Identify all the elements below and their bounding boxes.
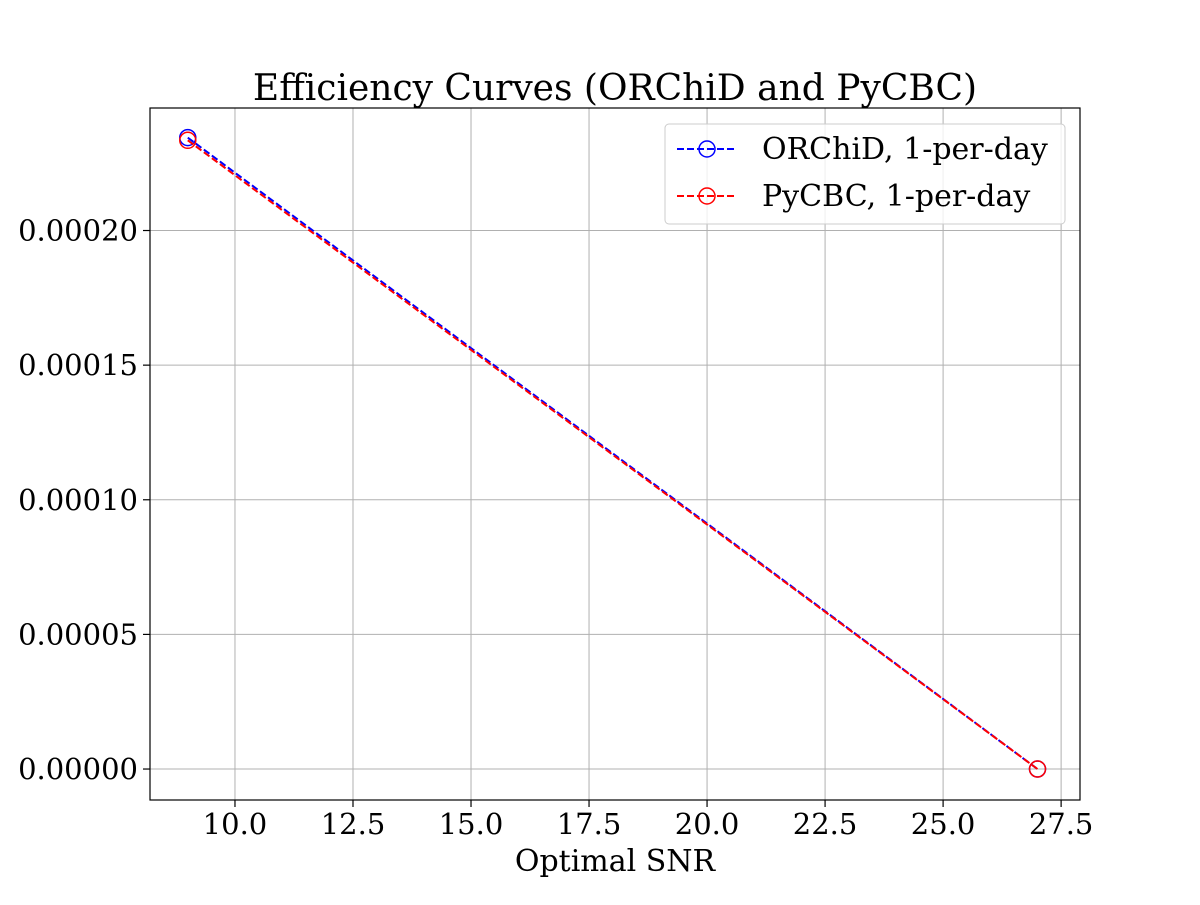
y-tick-label: 0.00020: [18, 214, 138, 248]
legend-item: ORChiD, 1-per-day: [677, 132, 1048, 167]
series-1: [179, 131, 1047, 778]
legend-label: PyCBC, 1-per-day: [762, 179, 1030, 214]
y-tick-label: 0.00010: [18, 483, 138, 517]
x-tick-label: 10.0: [203, 807, 268, 841]
x-tick-label: 25.0: [911, 807, 976, 841]
x-tick-label: 12.5: [321, 807, 386, 841]
series-line: [187, 139, 1039, 770]
y-tick-label: 0.00000: [18, 752, 138, 786]
axis-ticks: 10.0 12.5 15.0 17.5 20.0 22.5 25.0 27.5 0.00000 0…: [18, 214, 1093, 841]
y-tick-label: 0.00015: [18, 348, 138, 382]
legend-box: [664, 123, 1066, 225]
data-point: [179, 131, 197, 150]
chart-title: Efficiency Curves (ORChiD and PyCBC): [253, 68, 977, 109]
y-tick-label: 0.00005: [18, 617, 138, 651]
x-axis-label: Optimal SNR: [515, 844, 717, 879]
x-tick-label: 15.0: [439, 807, 504, 841]
legend-items: ORChiD, 1-per-day PyCBC, 1-per-day: [677, 132, 1048, 214]
legend-marker: [698, 140, 716, 158]
legend: ORChiD, 1-per-day PyCBC, 1-per-day: [664, 123, 1066, 225]
series-layer: [179, 128, 1047, 778]
legend-marker: [698, 187, 716, 205]
plot-frame: [149, 107, 1081, 801]
legend-label: ORChiD, 1-per-day: [762, 132, 1048, 167]
x-tick-label: 27.5: [1029, 807, 1094, 841]
data-point: [1028, 760, 1047, 778]
legend-item: PyCBC, 1-per-day: [677, 179, 1030, 214]
x-tick-label: 20.0: [675, 807, 740, 841]
x-tick-label: 17.5: [557, 807, 622, 841]
x-tick-label: 22.5: [793, 807, 858, 841]
